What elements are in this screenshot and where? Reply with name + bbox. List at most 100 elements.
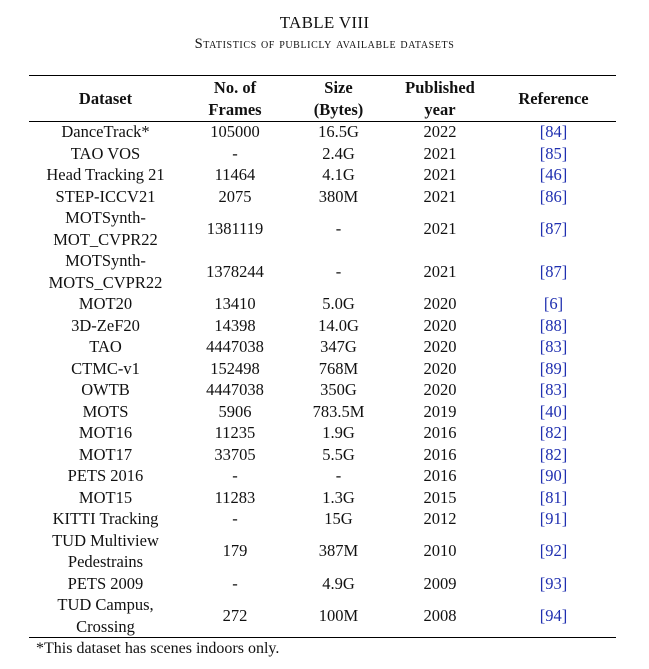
cell-size: 2.4G [322, 143, 355, 163]
reference-link[interactable]: [87] [539, 261, 568, 281]
table-row: MOTSynth-MOT_CVPR22 1381119 - 2021 [87] [29, 207, 616, 250]
reference-link[interactable]: [46] [539, 165, 568, 184]
table-row: TAO 4447038 347G 2020 [83] [29, 336, 616, 358]
reference-link[interactable]: [84] [539, 122, 568, 141]
footnote: *This dataset has scenes indoors only. [36, 640, 280, 657]
cell-size: 1.3G [322, 487, 355, 507]
reference-link[interactable]: [83] [539, 380, 568, 399]
reference-link[interactable]: [82] [539, 423, 568, 442]
cell-frames: 11464 [214, 165, 256, 184]
reference-link[interactable]: [40] [539, 401, 568, 421]
cell-year: 2016 [423, 466, 457, 485]
cell-dataset: STEP-ICCV21 [55, 186, 156, 206]
cell-dataset: Head Tracking 21 [46, 165, 165, 184]
cell-year: 2009 [423, 573, 457, 593]
cell-size: - [335, 218, 342, 238]
cell-size: 347G [320, 337, 357, 356]
cell-frames: 11235 [214, 423, 256, 442]
reference-link[interactable]: [85] [539, 143, 568, 163]
cell-frames: 179 [222, 541, 248, 561]
reference-link[interactable]: [92] [539, 541, 568, 561]
table-row: TUD Campus, Crossing 272 100M 2008 [94] [29, 594, 616, 637]
cell-size: 4.1G [322, 165, 355, 184]
cell-frames: - [232, 509, 238, 528]
cell-size: 14.0G [318, 315, 359, 335]
cell-dataset: CTMC-v1 [71, 358, 140, 378]
table-title: Statistics of publicly available dataset… [194, 36, 455, 52]
datasets-table: Dataset No. of Frames Size (Bytes) Publi… [29, 76, 616, 637]
cell-size: 4.9G [322, 573, 355, 593]
cell-year: 2020 [423, 380, 457, 399]
reference-link[interactable]: [82] [539, 444, 568, 464]
table-row: TUD Multiview Pedestrains 179 387M 2010 [92] [29, 530, 616, 573]
table-row: TAO VOS - 2.4G 2021 [85] [29, 143, 616, 165]
cell-year: 2022 [423, 122, 457, 141]
header-row: Dataset No. of Frames Size (Bytes) Publi… [29, 76, 616, 121]
table-body: DanceTrack* 105000 16.5G 2022 [84] TAO VOS - 2.… [29, 121, 616, 637]
cell-year: 2021 [423, 165, 457, 184]
cell-dataset: TUD Campus, Crossing [57, 595, 154, 636]
table-row: OWTB 4447038 350G 2020 [83] [29, 379, 616, 401]
cell-reference: [90] [491, 465, 616, 487]
cell-year: 2019 [423, 401, 457, 421]
reference-link[interactable]: [87] [539, 218, 568, 238]
cell-reference: [82] [491, 444, 616, 466]
cell-reference: [40] [491, 401, 616, 423]
table-row: PETS 2009 - 4.9G 2009 [93] [29, 573, 616, 595]
cell-year: 2021 [423, 186, 457, 206]
cell-dataset: 3D-ZeF20 [71, 315, 140, 335]
table-row: DanceTrack* 105000 16.5G 2022 [84] [29, 121, 616, 143]
cell-size: 387M [318, 541, 359, 561]
table-label: TABLE VIII [279, 13, 370, 32]
reference-link[interactable]: [81] [539, 487, 568, 507]
cell-reference: [93] [491, 573, 616, 595]
cell-size: 5.0G [322, 294, 355, 313]
cell-dataset: DanceTrack* [61, 122, 150, 141]
reference-link[interactable]: [88] [539, 315, 568, 335]
reference-link[interactable]: [86] [539, 186, 568, 206]
cell-year: 2021 [423, 143, 457, 163]
cell-year: 2020 [423, 358, 457, 378]
cell-frames: 152498 [210, 358, 260, 378]
reference-link[interactable]: [91] [539, 509, 568, 528]
cell-frames: 4447038 [206, 337, 264, 356]
reference-link[interactable]: [93] [539, 573, 568, 593]
cell-frames: 272 [222, 605, 248, 625]
table-row: MOT17 33705 5.5G 2016 [82] [29, 444, 616, 466]
cell-size: - [335, 466, 342, 485]
cell-year: 2021 [423, 261, 457, 281]
cell-dataset: PETS 2016 [67, 466, 144, 485]
reference-link[interactable]: [89] [539, 358, 568, 378]
cell-frames: 105000 [210, 122, 260, 141]
cell-size: 783.5M [312, 401, 365, 421]
cell-frames: 5906 [218, 401, 252, 421]
table-row: CTMC-v1 152498 768M 2020 [89] [29, 358, 616, 380]
cell-dataset: MOT15 [78, 487, 133, 507]
cell-dataset: TAO VOS [70, 143, 141, 163]
table-row: KITTI Tracking - 15G 2012 [91] [29, 508, 616, 530]
cell-size: 15G [324, 509, 353, 528]
cell-year: 2016 [423, 423, 457, 442]
reference-link[interactable]: [94] [539, 605, 568, 625]
cell-reference: [88] [491, 315, 616, 337]
cell-reference: [85] [491, 143, 616, 165]
reference-link[interactable]: [90] [539, 466, 568, 485]
cell-size: 768M [318, 358, 359, 378]
cell-year: 2015 [423, 487, 457, 507]
cell-dataset: OWTB [81, 380, 130, 399]
cell-frames: 2075 [218, 186, 252, 206]
reference-link[interactable]: [6] [543, 294, 564, 313]
table-row: 3D-ZeF20 14398 14.0G 2020 [88] [29, 315, 616, 337]
cell-reference: [6] [491, 293, 616, 315]
cell-reference: [86] [491, 186, 616, 208]
reference-link[interactable]: [83] [539, 337, 568, 356]
cell-dataset: MOT16 [78, 423, 133, 442]
cell-year: 2010 [423, 541, 457, 561]
cell-reference: [91] [491, 508, 616, 530]
cell-dataset: TUD Multiview Pedestrains [52, 530, 159, 572]
cell-reference: [87] [491, 207, 616, 250]
cell-dataset: MOTS [82, 401, 129, 421]
cell-frames: 11283 [214, 487, 256, 507]
cell-reference: [84] [491, 121, 616, 143]
header-size: Size (Bytes) [313, 77, 364, 119]
